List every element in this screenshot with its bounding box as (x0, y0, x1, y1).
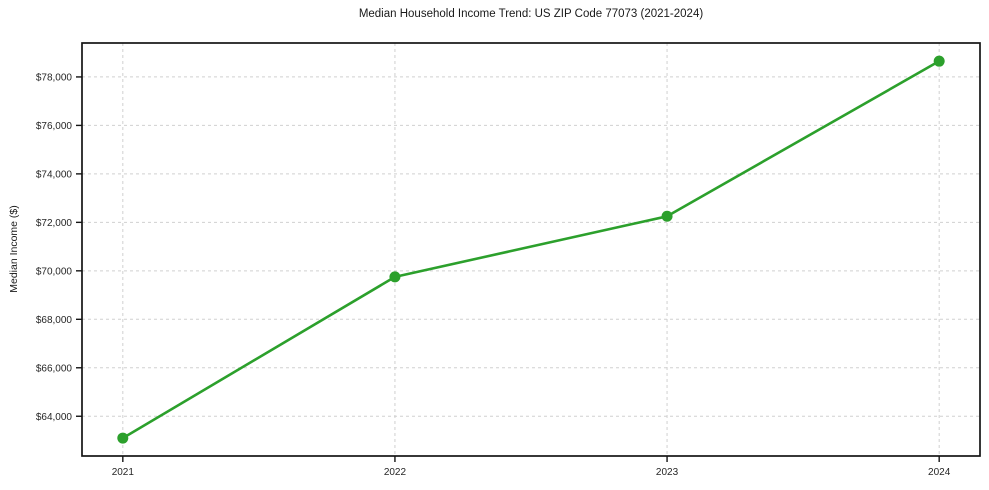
plot-border (81, 42, 981, 457)
y-tick-label: $76,000 (36, 121, 73, 132)
data-point-marker (661, 210, 673, 222)
x-tick-label: 2021 (112, 467, 135, 478)
chart-title: Median Household Income Trend: US ZIP Co… (358, 8, 704, 20)
y-tick-label: $64,000 (36, 412, 73, 423)
y-tick-label: $68,000 (36, 315, 73, 326)
series-line (121, 59, 941, 440)
data-point-marker (933, 55, 945, 67)
y-tick-label: $78,000 (36, 72, 73, 83)
x-tick-label: 2023 (656, 467, 679, 478)
data-point-marker (117, 432, 129, 444)
data-point-marker (389, 271, 401, 283)
x-tick-label: 2024 (928, 467, 951, 478)
y-tick-label: $74,000 (36, 169, 73, 180)
x-tick-label: 2022 (384, 467, 407, 478)
y-tick-label: $66,000 (36, 363, 73, 374)
y-tick-label: $70,000 (36, 266, 73, 277)
y-tick-label: $72,000 (36, 218, 73, 229)
